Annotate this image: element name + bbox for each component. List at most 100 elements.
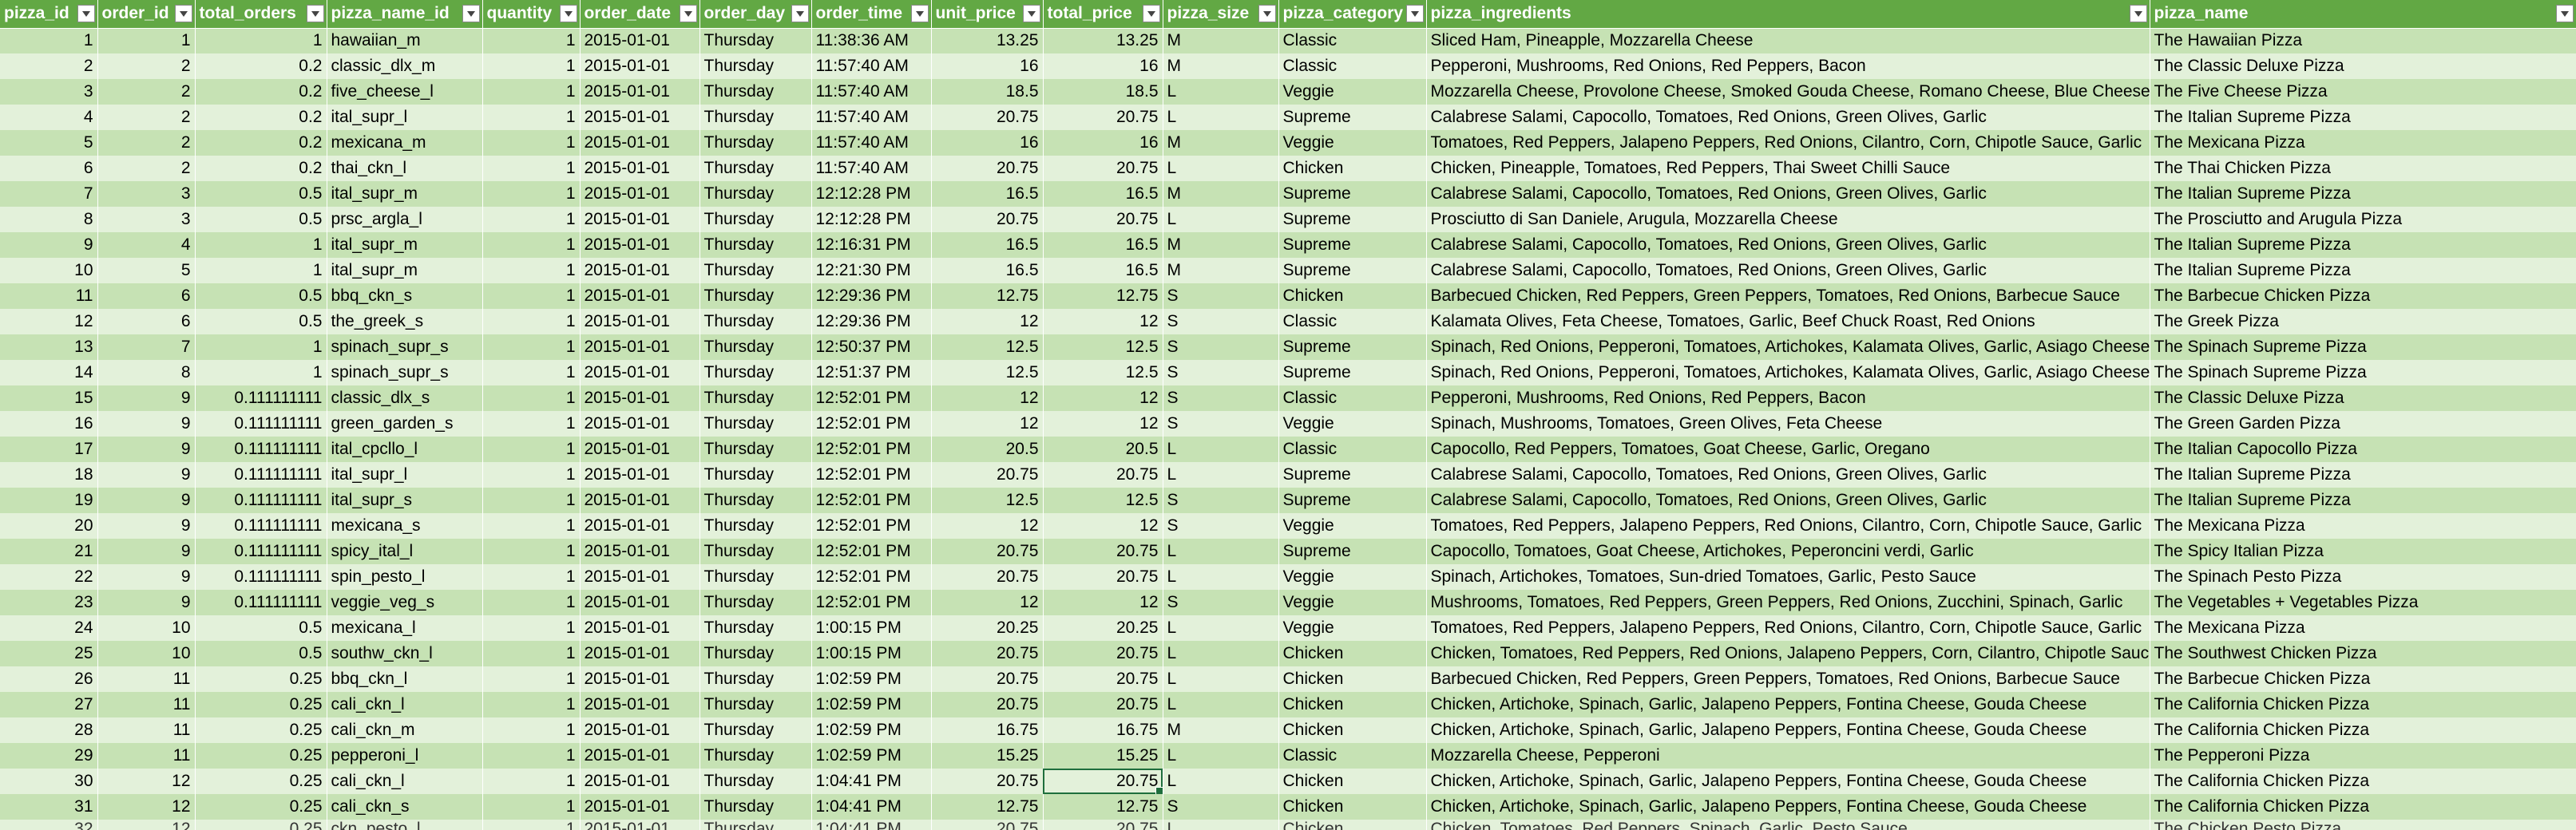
- cell-pizza-id[interactable]: 1: [0, 28, 98, 53]
- cell-pizza-size[interactable]: L: [1163, 462, 1279, 488]
- cell-pizza-category[interactable]: Classic: [1278, 309, 1427, 334]
- cell-order-date[interactable]: 2015-01-01: [580, 28, 700, 53]
- cell-total-orders[interactable]: 0.111111111: [195, 462, 327, 488]
- cell-quantity[interactable]: 1: [482, 156, 581, 181]
- filter-dropdown-icon[interactable]: [306, 5, 324, 22]
- cell-unit-price[interactable]: 12: [931, 385, 1044, 411]
- cell-pizza-ingredients[interactable]: Kalamata Olives, Feta Cheese, Tomatoes, …: [1426, 309, 2150, 334]
- filter-dropdown-icon[interactable]: [679, 5, 697, 22]
- cell-pizza-name-id[interactable]: classic_dlx_s: [327, 385, 483, 411]
- cell-order-id[interactable]: 2: [97, 156, 196, 181]
- cell-order-day[interactable]: Thursday: [699, 539, 812, 564]
- cell-pizza-ingredients[interactable]: Chicken, Artichoke, Spinach, Garlic, Jal…: [1426, 794, 2150, 820]
- cell-total-price[interactable]: 16.5: [1043, 258, 1163, 283]
- filter-dropdown-icon[interactable]: [462, 5, 480, 22]
- cell-order-date[interactable]: 2015-01-01: [580, 462, 700, 488]
- filter-dropdown-icon[interactable]: [559, 5, 577, 22]
- cell-pizza-size[interactable]: M: [1163, 130, 1279, 156]
- cell-total-price[interactable]: 16: [1043, 130, 1163, 156]
- cell-pizza-name-id[interactable]: cali_ckn_m: [327, 717, 483, 743]
- filter-dropdown-icon[interactable]: [2555, 5, 2574, 22]
- cell-order-day[interactable]: Thursday: [699, 564, 812, 590]
- cell-pizza-id[interactable]: 17: [0, 437, 98, 462]
- cell-pizza-id[interactable]: 11: [0, 283, 98, 309]
- cell-pizza-size[interactable]: S: [1163, 334, 1279, 360]
- cell-order-date[interactable]: 2015-01-01: [580, 79, 700, 105]
- cell-order-time[interactable]: 11:57:40 AM: [811, 130, 932, 156]
- cell-order-date[interactable]: 2015-01-01: [580, 258, 700, 283]
- cell-pizza-category[interactable]: Supreme: [1278, 105, 1427, 130]
- cell-total-orders[interactable]: 0.25: [195, 820, 327, 830]
- cell-quantity[interactable]: 1: [482, 130, 581, 156]
- cell-pizza-name-id[interactable]: pepperoni_l: [327, 743, 483, 769]
- cell-order-day[interactable]: Thursday: [699, 488, 812, 513]
- cell-order-day[interactable]: Thursday: [699, 283, 812, 309]
- cell-pizza-size[interactable]: S: [1163, 283, 1279, 309]
- cell-total-price[interactable]: 12.5: [1043, 488, 1163, 513]
- cell-pizza-id[interactable]: 32: [0, 820, 98, 830]
- cell-pizza-name[interactable]: The Spinach Supreme Pizza: [2150, 360, 2576, 385]
- cell-total-price[interactable]: 12.75: [1043, 283, 1163, 309]
- cell-pizza-name-id[interactable]: the_greek_s: [327, 309, 483, 334]
- cell-pizza-id[interactable]: 26: [0, 666, 98, 692]
- cell-pizza-name[interactable]: The California Chicken Pizza: [2150, 794, 2576, 820]
- cell-order-day[interactable]: Thursday: [699, 437, 812, 462]
- cell-pizza-size[interactable]: M: [1163, 181, 1279, 207]
- cell-unit-price[interactable]: 13.25: [931, 28, 1044, 53]
- cell-unit-price[interactable]: 12.75: [931, 794, 1044, 820]
- cell-total-price[interactable]: 15.25: [1043, 743, 1163, 769]
- cell-order-time[interactable]: 12:52:01 PM: [811, 437, 932, 462]
- cell-pizza-id[interactable]: 16: [0, 411, 98, 437]
- cell-order-date[interactable]: 2015-01-01: [580, 53, 700, 79]
- cell-total-price[interactable]: 16.75: [1043, 717, 1163, 743]
- cell-order-id[interactable]: 10: [97, 615, 196, 641]
- cell-order-day[interactable]: Thursday: [699, 232, 812, 258]
- cell-pizza-name-id[interactable]: ital_supr_l: [327, 462, 483, 488]
- cell-quantity[interactable]: 1: [482, 309, 581, 334]
- cell-order-time[interactable]: 12:16:31 PM: [811, 232, 932, 258]
- cell-unit-price[interactable]: 12: [931, 513, 1044, 539]
- cell-pizza-name[interactable]: The Spinach Supreme Pizza: [2150, 334, 2576, 360]
- cell-quantity[interactable]: 1: [482, 28, 581, 53]
- cell-order-id[interactable]: 9: [97, 590, 196, 615]
- cell-order-time[interactable]: 11:57:40 AM: [811, 79, 932, 105]
- cell-pizza-id[interactable]: 13: [0, 334, 98, 360]
- cell-total-price[interactable]: 18.5: [1043, 79, 1163, 105]
- cell-pizza-ingredients[interactable]: Spinach, Artichokes, Tomatoes, Sun-dried…: [1426, 564, 2150, 590]
- cell-pizza-category[interactable]: Classic: [1278, 53, 1427, 79]
- cell-pizza-ingredients[interactable]: Barbecued Chicken, Red Peppers, Green Pe…: [1426, 283, 2150, 309]
- column-header-pizza-name-id[interactable]: pizza_name_id: [327, 0, 483, 29]
- cell-total-price[interactable]: 20.75: [1043, 769, 1163, 794]
- cell-total-price[interactable]: 16: [1043, 53, 1163, 79]
- cell-pizza-ingredients[interactable]: Mozzarella Cheese, Pepperoni: [1426, 743, 2150, 769]
- cell-pizza-ingredients[interactable]: Chicken, Artichoke, Spinach, Garlic, Jal…: [1426, 717, 2150, 743]
- cell-pizza-ingredients[interactable]: Tomatoes, Red Peppers, Jalapeno Peppers,…: [1426, 130, 2150, 156]
- cell-order-time[interactable]: 12:29:36 PM: [811, 309, 932, 334]
- cell-order-day[interactable]: Thursday: [699, 156, 812, 181]
- cell-total-orders[interactable]: 0.5: [195, 207, 327, 232]
- cell-pizza-category[interactable]: Chicken: [1278, 820, 1427, 830]
- cell-order-date[interactable]: 2015-01-01: [580, 360, 700, 385]
- cell-total-price[interactable]: 12: [1043, 385, 1163, 411]
- cell-order-date[interactable]: 2015-01-01: [580, 769, 700, 794]
- cell-order-date[interactable]: 2015-01-01: [580, 743, 700, 769]
- cell-pizza-name[interactable]: The Vegetables + Vegetables Pizza: [2150, 590, 2576, 615]
- cell-pizza-id[interactable]: 30: [0, 769, 98, 794]
- cell-pizza-category[interactable]: Supreme: [1278, 258, 1427, 283]
- column-header-total-price[interactable]: total_price: [1043, 0, 1163, 29]
- cell-pizza-id[interactable]: 24: [0, 615, 98, 641]
- cell-pizza-name[interactable]: The Spinach Pesto Pizza: [2150, 564, 2576, 590]
- cell-total-orders[interactable]: 0.111111111: [195, 488, 327, 513]
- cell-pizza-id[interactable]: 21: [0, 539, 98, 564]
- cell-order-day[interactable]: Thursday: [699, 769, 812, 794]
- cell-pizza-id[interactable]: 14: [0, 360, 98, 385]
- cell-order-date[interactable]: 2015-01-01: [580, 207, 700, 232]
- cell-pizza-size[interactable]: S: [1163, 794, 1279, 820]
- cell-pizza-id[interactable]: 6: [0, 156, 98, 181]
- cell-order-time[interactable]: 12:21:30 PM: [811, 258, 932, 283]
- cell-quantity[interactable]: 1: [482, 769, 581, 794]
- cell-unit-price[interactable]: 12: [931, 411, 1044, 437]
- cell-pizza-ingredients[interactable]: Tomatoes, Red Peppers, Jalapeno Peppers,…: [1426, 615, 2150, 641]
- cell-unit-price[interactable]: 20.75: [931, 462, 1044, 488]
- cell-unit-price[interactable]: 16: [931, 53, 1044, 79]
